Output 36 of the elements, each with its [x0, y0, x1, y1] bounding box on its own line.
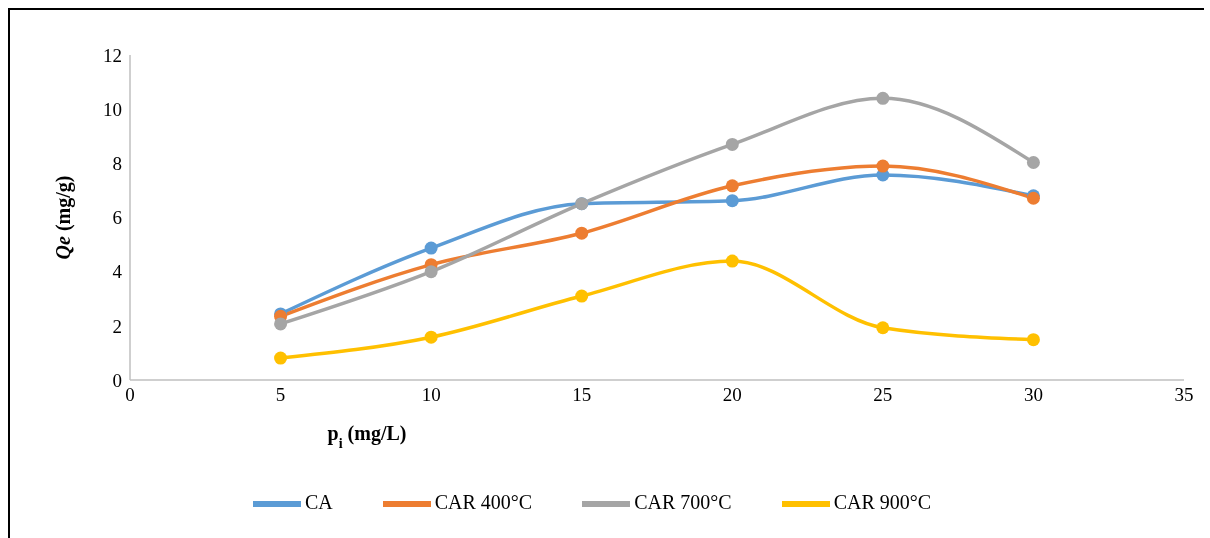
legend-label: CAR 700°C — [634, 490, 732, 513]
legend-label: CAR 400°C — [434, 490, 533, 513]
y-tick-label: 4 — [112, 261, 123, 283]
y-tick-label: 10 — [103, 98, 122, 120]
point — [725, 179, 739, 193]
y-tick-label: 8 — [112, 153, 122, 175]
y-tick-label: 2 — [112, 315, 122, 337]
y-tick-label: 6 — [112, 207, 122, 229]
point — [725, 137, 739, 151]
x-tick-label: 5 — [275, 384, 286, 406]
point — [424, 241, 438, 255]
x-tick-label: 15 — [572, 384, 592, 406]
x-tick-label: 20 — [722, 384, 742, 406]
point — [876, 159, 890, 173]
point — [1026, 333, 1040, 347]
point — [575, 289, 589, 303]
x-axis-title: p$_{i}$ (mg/L) — [327, 422, 407, 451]
point — [876, 321, 890, 335]
point — [424, 265, 438, 279]
point — [1026, 156, 1040, 170]
x-tick-label: 25 — [873, 384, 893, 406]
y-axis-title: Qe (mg/g) — [52, 175, 75, 260]
x-tick-label: 30 — [1023, 384, 1043, 406]
point — [725, 254, 739, 268]
y-tick-label: 12 — [103, 44, 122, 66]
point — [725, 194, 739, 208]
legend-label: CAR 900°C — [833, 490, 932, 513]
x-tick-label: 10 — [421, 384, 441, 406]
point — [876, 91, 890, 105]
point — [274, 351, 288, 365]
y-tick-label: 0 — [112, 369, 122, 391]
legend-label: CA — [304, 490, 333, 513]
point — [575, 226, 589, 240]
point — [424, 330, 438, 344]
x-tick-label: 35 — [1174, 384, 1194, 406]
point — [274, 317, 288, 331]
